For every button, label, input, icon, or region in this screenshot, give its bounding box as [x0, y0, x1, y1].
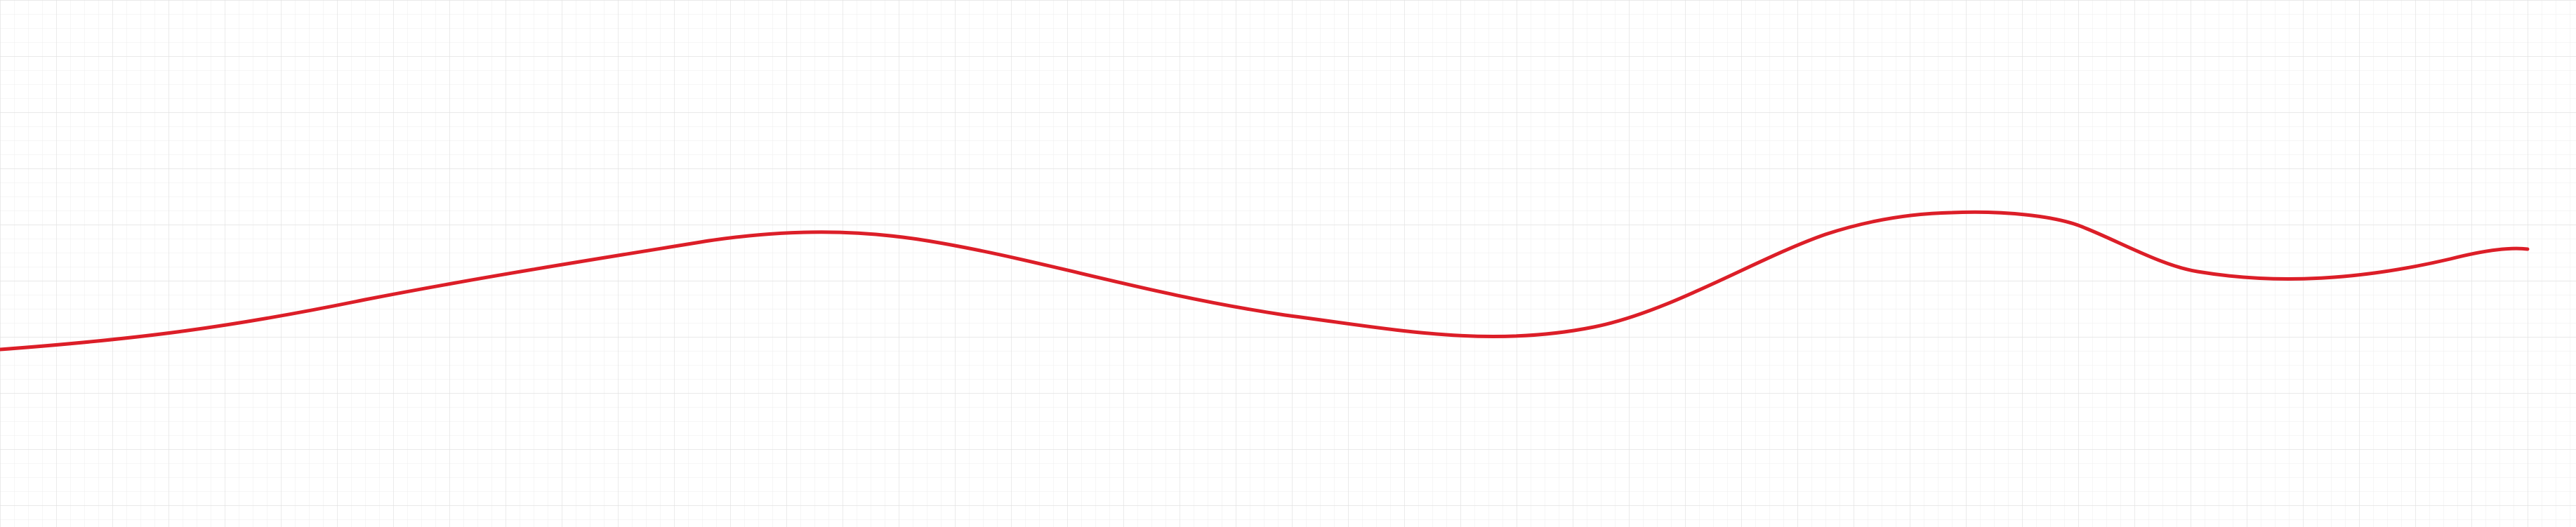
- red-freehand-stroke[interactable]: [0, 210, 2530, 352]
